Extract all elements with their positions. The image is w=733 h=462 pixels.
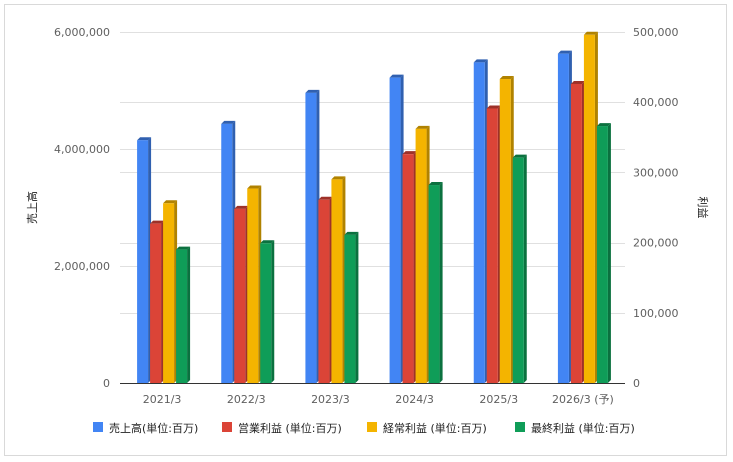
bar: [150, 223, 162, 383]
x-tick-label: 2026/3 (予): [552, 393, 614, 406]
left-tick-label: 4,000,000: [54, 143, 110, 156]
bar-top: [473, 59, 488, 63]
bar-top: [137, 137, 152, 141]
bar: [570, 83, 582, 383]
bar-top: [234, 205, 249, 209]
bar: [163, 203, 175, 383]
bar: [221, 123, 233, 383]
x-tick-label: 2021/3: [143, 393, 182, 406]
bar: [331, 179, 343, 383]
bar-top: [247, 185, 262, 189]
left-y-axis: 0 2,000,000 4,000,000 6,000,000: [54, 26, 110, 390]
left-tick-label: 2,000,000: [54, 260, 110, 273]
right-y-axis: 0 100,000 200,000 300,000 400,000 500,000: [633, 26, 679, 390]
bar-side: [271, 240, 275, 383]
bar-top: [557, 50, 572, 54]
bar-top: [163, 200, 178, 204]
x-tick-label: 2025/3: [479, 393, 518, 406]
bar-side: [187, 246, 191, 383]
bar: [415, 128, 427, 383]
right-tick-label: 300,000: [633, 166, 679, 179]
bar-top: [415, 125, 430, 129]
right-tick-label: 400,000: [633, 96, 679, 109]
bars: [137, 31, 611, 384]
legend-label: 営業利益 (単位:百万): [238, 421, 342, 435]
legend: 売上高(単位:百万) 営業利益 (単位:百万) 経常利益 (単位:百万) 最終利益 (…: [93, 421, 635, 435]
legend-item: 売上高(単位:百万): [93, 421, 198, 435]
bar: [234, 208, 246, 383]
bar: [389, 77, 401, 383]
bar: [512, 157, 524, 383]
bar: [473, 62, 485, 384]
left-axis-title: 売上高: [25, 191, 39, 224]
legend-swatch: [515, 422, 525, 432]
right-tick-label: 0: [633, 377, 640, 390]
bar: [402, 154, 414, 383]
bar-side: [355, 231, 359, 383]
bar-top: [428, 182, 443, 186]
bar-top: [596, 123, 611, 127]
right-tick-label: 100,000: [633, 307, 679, 320]
bar-top: [486, 105, 501, 109]
bar: [260, 243, 272, 383]
legend-swatch: [93, 422, 103, 432]
legend-label: 経常利益 (単位:百万): [383, 421, 487, 435]
bar: [596, 126, 608, 384]
bar-side: [523, 154, 527, 383]
x-tick-label: 2022/3: [227, 393, 266, 406]
bar: [486, 108, 498, 383]
left-tick-label: 0: [103, 377, 110, 390]
bar: [428, 185, 440, 383]
bar-top: [583, 31, 598, 35]
bar-top: [221, 120, 236, 124]
bar-top: [570, 80, 585, 84]
legend-item: 営業利益 (単位:百万): [222, 421, 342, 435]
bar: [176, 249, 188, 383]
x-tick-label: 2024/3: [395, 393, 434, 406]
legend-swatch: [367, 422, 377, 432]
legend-item: 最終利益 (単位:百万): [515, 421, 635, 435]
bar-side: [439, 182, 443, 383]
legend-label: 最終利益 (単位:百万): [531, 421, 635, 435]
right-axis-title: 利益: [696, 197, 710, 219]
bar: [499, 79, 511, 383]
bar-top: [260, 240, 275, 244]
legend-label: 売上高(単位:百万): [109, 421, 198, 435]
legend-swatch: [222, 422, 232, 432]
bar-top: [318, 196, 333, 200]
bar-top: [176, 246, 191, 250]
x-axis: 2021/3 2022/3 2023/3 2024/3 2025/3 2026/3 (予): [143, 393, 614, 406]
legend-item: 経常利益 (単位:百万): [367, 421, 487, 435]
bar-top: [499, 76, 514, 80]
x-tick-label: 2023/3: [311, 393, 350, 406]
bar-top: [305, 89, 320, 93]
right-tick-label: 500,000: [633, 26, 679, 39]
bar-top: [344, 231, 359, 235]
right-tick-label: 200,000: [633, 237, 679, 250]
left-tick-label: 6,000,000: [54, 26, 110, 39]
bar: [344, 234, 356, 383]
bar: [137, 140, 149, 383]
bar-side: [607, 123, 611, 384]
bar-top: [150, 220, 165, 224]
bar-top: [402, 151, 417, 155]
bar-top: [389, 74, 404, 78]
bar: [318, 199, 330, 383]
bar: [557, 53, 569, 384]
bar: [305, 92, 317, 383]
gridlines: [120, 32, 625, 384]
bar-top: [331, 176, 346, 180]
bar-top: [512, 154, 527, 158]
bar: [583, 34, 595, 384]
bar: [247, 188, 259, 383]
